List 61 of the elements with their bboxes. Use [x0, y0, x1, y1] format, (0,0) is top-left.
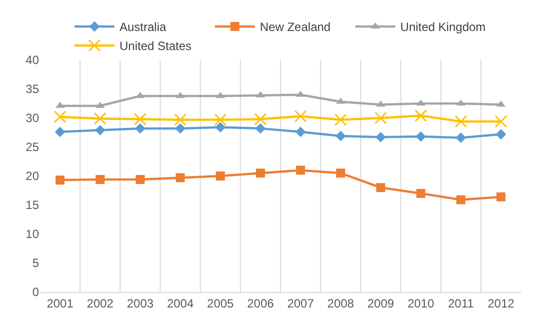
x-tick-label: 2006 [247, 296, 274, 310]
point [416, 188, 426, 198]
point [376, 132, 386, 142]
point [456, 132, 466, 143]
x-tick-label: 2010 [407, 296, 434, 310]
point [376, 183, 386, 192]
point [496, 192, 506, 202]
y-tick-label: 0 [32, 285, 40, 300]
x-tick-label: 2012 [488, 296, 515, 310]
legend-label: United States [120, 39, 192, 54]
point [496, 129, 506, 140]
y-tick-label: 30 [26, 111, 40, 126]
y-tick-label: 25 [26, 140, 40, 154]
x-tick-label: 2002 [86, 296, 114, 310]
y-tick-label: 40 [26, 53, 40, 68]
point [335, 130, 346, 142]
point [176, 173, 185, 182]
point [135, 123, 146, 134]
point [336, 168, 346, 178]
point [175, 123, 186, 134]
point [255, 123, 266, 134]
point [94, 124, 106, 136]
x-tick-label: 2008 [327, 296, 354, 310]
x-tick-label: 2011 [448, 296, 474, 310]
point [56, 176, 65, 185]
x-tick-label: 2005 [207, 296, 234, 310]
point [136, 174, 145, 184]
y-tick-label: 5 [32, 256, 40, 270]
point [94, 112, 106, 125]
point [374, 112, 387, 124]
point [54, 110, 66, 124]
point [54, 126, 66, 138]
point [414, 109, 428, 122]
point [214, 113, 227, 126]
legend-label: Australia [120, 20, 167, 34]
point [254, 112, 267, 126]
x-tick-label: 2004 [166, 296, 194, 310]
point [216, 172, 225, 180]
point [294, 110, 307, 123]
point [134, 112, 146, 126]
point [215, 122, 226, 132]
point [96, 174, 105, 184]
y-tick-label: 10 [26, 227, 40, 242]
x-tick-label: 2001 [46, 296, 74, 310]
point [454, 115, 468, 128]
y-tick-label: 15 [26, 198, 40, 212]
point [494, 115, 508, 128]
point [256, 168, 265, 178]
x-tick-label: 2007 [287, 296, 314, 310]
legend-label: United Kingdom [400, 20, 486, 34]
point [296, 166, 306, 175]
y-tick-label: 35 [26, 82, 40, 96]
point [174, 113, 187, 126]
x-tick-label: 2003 [126, 296, 154, 310]
y-tick-label: 20 [26, 169, 40, 184]
legend-label: New Zealand [260, 20, 331, 34]
point [334, 113, 347, 126]
point [456, 195, 466, 204]
point [416, 131, 426, 142]
x-tick-label: 2009 [367, 296, 394, 310]
point [295, 126, 306, 138]
